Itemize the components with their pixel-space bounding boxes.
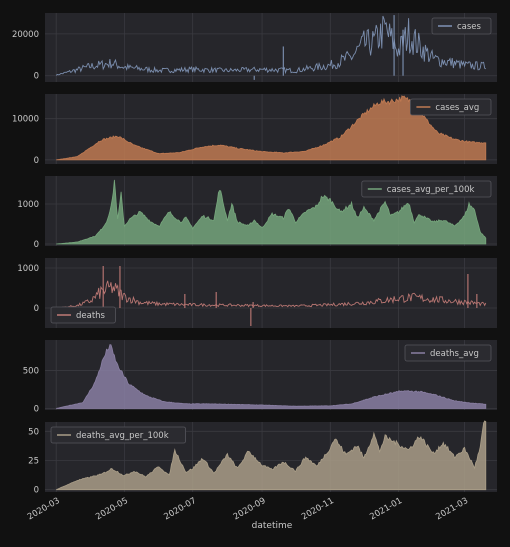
- x-tick-label: 2021-03: [434, 496, 470, 522]
- deaths-series: [56, 280, 487, 309]
- x-tick-label: 2020-07: [162, 496, 198, 522]
- legend-box: [361, 180, 492, 198]
- legend-label: cases_avg_per_100k: [387, 185, 475, 195]
- legend-label: deaths_avg: [430, 349, 479, 359]
- y-tick-label: 25: [28, 457, 39, 467]
- y-tick-label: 50: [28, 427, 39, 437]
- legend-box: [50, 426, 187, 444]
- y-tick-label: 0: [34, 156, 39, 166]
- y-tick-label: 0: [34, 486, 39, 496]
- x-tick-label: 2020-09: [232, 496, 268, 522]
- y-tick-label: 20000: [12, 30, 39, 40]
- x-tick-label: 2020-03: [26, 496, 62, 522]
- y-tick-label: 0: [34, 72, 39, 82]
- x-tick-label: 2021-01: [368, 496, 404, 522]
- legend-cases: cases: [431, 17, 492, 35]
- subplot-panels: 020000cases010000cases_avg01000cases_avg…: [12, 13, 497, 496]
- legend-box: [431, 17, 492, 35]
- y-tick-label: 0: [34, 240, 39, 250]
- legend-deaths_avg: deaths_avg: [404, 344, 492, 362]
- panel-cases_avg_per_100k: 0 1000 cases_avg_per_100k: [17, 176, 497, 250]
- y-tick-label: 0: [34, 404, 39, 414]
- cases-series: [55, 15, 487, 76]
- panel-deaths_avg: 0 500 deaths_avg: [23, 340, 497, 414]
- y-tick-label: 0: [34, 304, 39, 314]
- y-tick-label: 1000: [17, 264, 39, 274]
- panel-cases: 0 20000 cases: [12, 13, 497, 82]
- deaths_avg_per_100k-series: [56, 420, 487, 491]
- legend-deaths_avg_per_100k: deaths_avg_per_100k: [50, 426, 187, 444]
- x-tick-label: 2020-11: [300, 496, 336, 522]
- x-tick-label: 2020-05: [94, 496, 130, 522]
- legend-label: cases_avg: [435, 103, 479, 113]
- x-axis-ticks: 2020-03 2020-05 2020-07 2020-09 2020-11 2021-…: [26, 496, 470, 522]
- y-tick-label: 10000: [12, 115, 39, 125]
- panel-deaths: 0 1000 deaths: [17, 258, 497, 328]
- x-axis-label: datetime: [252, 521, 293, 531]
- legend-label: deaths: [76, 311, 106, 321]
- y-tick-label: 500: [23, 366, 39, 376]
- legend-box: [409, 98, 492, 116]
- cases_avg_per_100k-series: [56, 179, 487, 245]
- legend-cases_avg_per_100k: cases_avg_per_100k: [361, 180, 492, 198]
- legend-box: [50, 306, 116, 324]
- legend-label: deaths_avg_per_100k: [76, 431, 169, 441]
- panel-deaths_avg_per_100k: 0 25 50 deaths_avg_per_100k: [28, 420, 497, 496]
- y-tick-label: 1000: [17, 200, 39, 210]
- deaths_avg-series: [56, 344, 487, 409]
- legend-cases_avg: cases_avg: [409, 98, 492, 116]
- legend-label: cases: [457, 22, 482, 32]
- legend-deaths: deaths: [50, 306, 116, 324]
- panel-cases_avg: 0 10000 cases_avg: [12, 94, 497, 166]
- legend-box: [404, 344, 492, 362]
